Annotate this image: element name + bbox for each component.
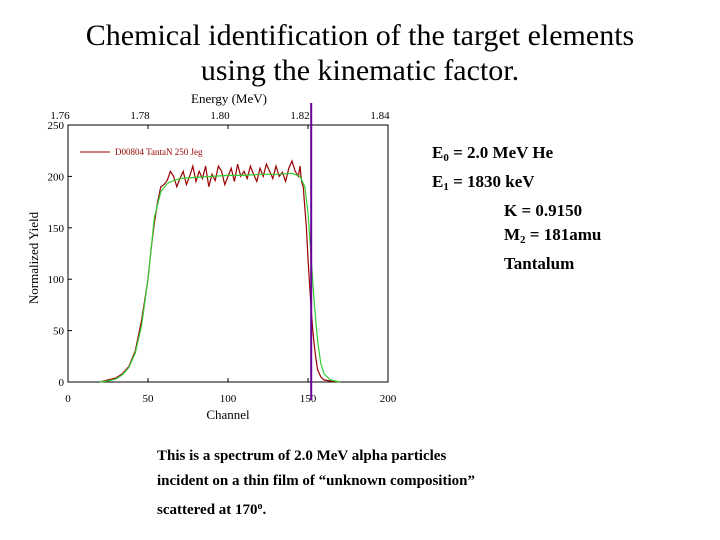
x-axis-label: Channel: [206, 407, 250, 422]
slide-title: Chemical identification of the target el…: [40, 18, 680, 88]
y-tick-label: 0: [59, 377, 65, 389]
measured-spectrum-line: [99, 159, 341, 383]
e0-row: E0 = 2.0 MeV He: [432, 141, 601, 170]
top-tick-label: 1.78: [130, 110, 150, 122]
m2-main: M: [504, 225, 521, 244]
e1-main: E: [432, 172, 444, 191]
e1-row: E1 = 1830 keV: [432, 170, 601, 199]
caption-line-3-text: scattered at 170: [157, 502, 258, 518]
x-tick-label: 50: [143, 393, 155, 405]
slide-title-line-1: Chemical identification of the target el…: [85, 19, 635, 52]
top-tick-label: 1.82: [290, 110, 309, 122]
top-tick-label: 1.80: [210, 110, 230, 122]
e0-sub: 0: [443, 152, 449, 164]
top-energy-axis: 1.76 1.78 1.80 1.82 1.84: [50, 110, 390, 129]
series-group: [99, 159, 341, 383]
x-tick-label: 100: [220, 393, 237, 405]
slide-title-line-2: using the kinematic factor.: [200, 54, 520, 87]
y-tick-label: 150: [48, 223, 65, 235]
caption-line-2: incident on a thin film of “unknown comp…: [157, 473, 475, 489]
e0-main: E: [432, 143, 444, 162]
m2-sub: 2: [520, 234, 526, 246]
top-tick-label: 1.84: [370, 110, 390, 122]
caption-line-1: This is a spectrum of 2.0 MeV alpha part…: [157, 448, 447, 464]
caption: This is a spectrum of 2.0 MeV alpha part…: [157, 444, 577, 523]
y-tick-label: 100: [48, 274, 65, 286]
beam-parameters: E0 = 2.0 MeV He E1 = 1830 keV K = 0.9150…: [432, 141, 601, 276]
x-axis: 0 50 100 150 200: [65, 378, 397, 405]
y-tick-label: 250: [48, 120, 65, 132]
top-tick-label: 1.76: [50, 110, 70, 122]
simulated-spectrum-line: [99, 172, 341, 383]
y-tick-label: 200: [48, 171, 65, 183]
y-tick-label: 50: [53, 326, 65, 338]
x-tick-label: 0: [65, 393, 71, 405]
m2-row: M2 = 181amu: [432, 223, 601, 252]
e1-value: = 1830 keV: [448, 172, 535, 191]
m2-value: = 181amu: [525, 225, 602, 244]
top-axis-label: Energy (MeV): [191, 91, 267, 106]
caption-line-3-end: .: [262, 502, 267, 518]
e0-value: = 2.0 MeV He: [448, 143, 554, 162]
degree-mark: o: [257, 501, 263, 512]
legend-label: D00804 TantaN 250 Jeg: [115, 147, 203, 157]
x-tick-label: 200: [380, 393, 397, 405]
legend: D00804 TantaN 250 Jeg: [80, 147, 203, 157]
y-axis-label: Normalized Yield: [26, 211, 41, 304]
x-tick-label: 150: [300, 393, 317, 405]
y-axis: 0 50 100 150 200 250: [48, 120, 72, 389]
k-row: K = 0.9150: [504, 201, 583, 220]
element-row: Tantalum: [504, 254, 575, 273]
plot-frame: [67, 124, 389, 383]
e1-sub: 1: [443, 181, 449, 193]
caption-line-3: scattered at 170o.: [157, 494, 577, 523]
